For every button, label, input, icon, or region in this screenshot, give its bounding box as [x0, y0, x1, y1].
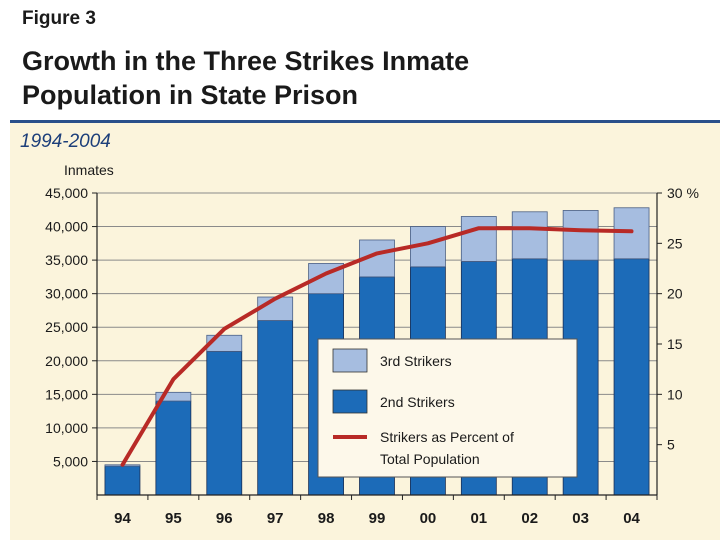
x-tick-label: 98 [318, 510, 335, 527]
chart-subtitle: 1994-2004 [20, 131, 111, 152]
bar-3rd-strikers [562, 210, 599, 261]
bar-2nd-strikers [104, 465, 141, 496]
y-axis-label: Inmates [64, 162, 114, 178]
legend-swatch-2nd-strikers [332, 389, 368, 414]
y2-tick-label: 15 [667, 336, 683, 352]
y-tick-label: 10,000 [45, 420, 88, 436]
y-tick-label: 15,000 [45, 386, 88, 402]
x-tick-label: 00 [420, 510, 437, 527]
y2-tick-label: 5 [667, 437, 675, 453]
legend-swatch-3rd-strikers [332, 348, 368, 373]
y2-tick-label: 25 [667, 235, 683, 251]
figure-label: Figure 3 [22, 8, 96, 29]
title-rule [10, 120, 720, 123]
bar-3rd-strikers [511, 211, 548, 260]
x-tick-label: 02 [521, 510, 538, 527]
chart-title-line2: Population in State Prison [22, 80, 359, 110]
y2-tick-label: 20 [667, 286, 683, 302]
bar-2nd-strikers [613, 258, 650, 496]
y-tick-label: 5,000 [53, 453, 88, 469]
chart-title-line1: Growth in the Three Strikes Inmate [22, 46, 470, 76]
legend-label-percent-line2: Total Population [380, 451, 480, 467]
y2-tick-label: 30 % [667, 185, 699, 201]
y-tick-label: 35,000 [45, 252, 88, 268]
y-tick-label: 30,000 [45, 286, 88, 302]
bar-3rd-strikers [460, 216, 497, 262]
y-tick-label: 25,000 [45, 319, 88, 335]
bar-2nd-strikers [155, 400, 192, 496]
x-tick-label: 01 [470, 510, 487, 527]
x-tick-label: 94 [114, 510, 131, 527]
x-tick-label: 95 [165, 510, 182, 527]
x-tick-label: 99 [369, 510, 386, 527]
x-tick-label: 04 [623, 510, 640, 527]
chart-title: Growth in the Three Strikes Inmate Popul… [22, 44, 469, 112]
percent-line [120, 226, 634, 467]
x-tick-label: 03 [572, 510, 589, 527]
legend-label-percent-line1: Strikers as Percent of [380, 429, 514, 445]
y-tick-label: 45,000 [45, 185, 88, 201]
bar-2nd-strikers [206, 350, 243, 496]
bar-2nd-strikers [257, 320, 294, 496]
legend-label-2nd-strikers: 2nd Strikers [380, 394, 455, 410]
y-tick-label: 20,000 [45, 353, 88, 369]
x-tick-label: 97 [267, 510, 284, 527]
y2-tick-label: 10 [667, 386, 683, 402]
bar-3rd-strikers [155, 391, 192, 402]
y-tick-label: 40,000 [45, 219, 88, 235]
legend-label-3rd-strikers: 3rd Strikers [380, 353, 452, 369]
x-tick-label: 96 [216, 510, 233, 527]
legend: 3rd Strikers 2nd Strikers Strikers as Pe… [317, 338, 578, 478]
